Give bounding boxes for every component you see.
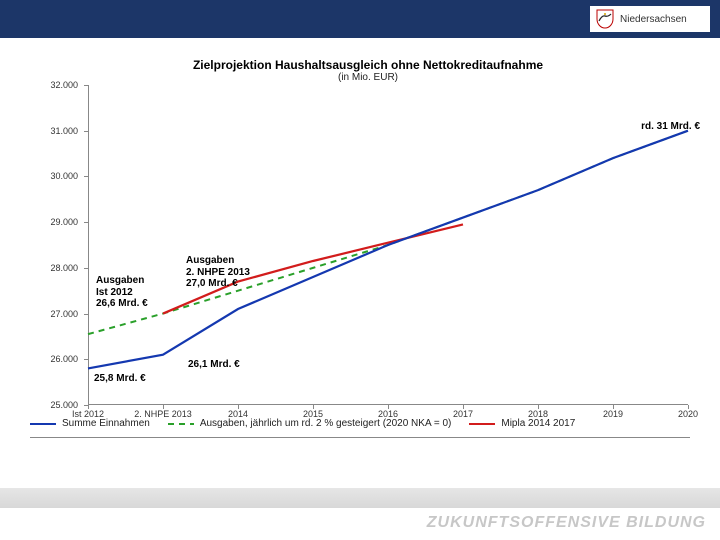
legend-item-mipla: Mipla 2014 2017: [469, 418, 575, 429]
y-tick-label: 31.000: [42, 126, 78, 136]
chart-lines-svg: [88, 85, 688, 405]
legend-label: Ausgaben, jährlich um rd. 2 % gesteigert…: [200, 418, 452, 429]
x-tick: [688, 405, 689, 409]
x-tick: [538, 405, 539, 409]
footer-brandline: ZUKUNFTSOFFENSIVE BILDUNG: [427, 514, 706, 532]
y-tick-label: 30.000: [42, 171, 78, 181]
state-brand: Niedersachsen: [590, 6, 710, 32]
footer: ZUKUNFTSOFFENSIVE BILDUNG: [0, 488, 720, 540]
slide: Niedersachsen Zielprojektion Haushaltsau…: [0, 0, 720, 540]
annot-line: 27,0 Mrd. €: [186, 278, 238, 289]
coat-of-arms-icon: [596, 9, 614, 29]
y-tick: [84, 268, 88, 269]
annot-ausgaben-nhpe: Ausgaben 2. NHPE 2013 27,0 Mrd. €: [186, 255, 250, 290]
annot-line: 2. NHPE 2013: [186, 267, 250, 278]
legend-item-ausgaben2pct: Ausgaben, jährlich um rd. 2 % gesteigert…: [168, 418, 452, 429]
series-line: [88, 131, 688, 334]
x-tick: [313, 405, 314, 409]
annot-line: 26,6 Mrd. €: [96, 298, 148, 309]
legend-swatch: [469, 423, 495, 425]
y-tick: [84, 314, 88, 315]
annot-258: 25,8 Mrd. €: [94, 373, 146, 385]
legend-label: Mipla 2014 2017: [501, 418, 575, 429]
y-tick: [84, 176, 88, 177]
y-tick-label: 27.000: [42, 309, 78, 319]
x-tick: [613, 405, 614, 409]
y-tick-label: 32.000: [42, 80, 78, 90]
annot-261: 26,1 Mrd. €: [188, 359, 240, 371]
y-tick: [84, 359, 88, 360]
state-label: Niedersachsen: [620, 14, 687, 25]
x-tick: [463, 405, 464, 409]
x-tick: [88, 405, 89, 409]
annot-line: Ausgaben: [96, 275, 144, 286]
annot-ausgaben-ist2012: Ausgaben Ist 2012 26,6 Mrd. €: [96, 275, 148, 310]
y-tick: [84, 85, 88, 86]
annot-rd31: rd. 31 Mrd. €: [641, 121, 700, 133]
legend-item-einnahmen: Summe Einnahmen: [30, 418, 150, 429]
legend-swatch: [168, 423, 194, 425]
y-tick: [84, 222, 88, 223]
x-tick: [163, 405, 164, 409]
y-tick-label: 28.000: [42, 263, 78, 273]
legend-label: Summe Einnahmen: [62, 418, 150, 429]
y-tick-label: 29.000: [42, 217, 78, 227]
annot-line: Ist 2012: [96, 287, 133, 298]
y-tick-label: 26.000: [42, 354, 78, 364]
chart-plot: Ausgaben Ist 2012 26,6 Mrd. € Ausgaben 2…: [48, 85, 688, 405]
chart-container: Zielprojektion Haushaltsausgleich ohne N…: [38, 58, 698, 458]
series-line: [88, 131, 688, 369]
x-tick: [388, 405, 389, 409]
x-tick: [238, 405, 239, 409]
chart-legend: Summe Einnahmen Ausgaben, jährlich um rd…: [30, 418, 690, 438]
chart-subtitle: (in Mio. EUR): [38, 72, 698, 83]
y-tick: [84, 131, 88, 132]
annot-line: Ausgaben: [186, 255, 234, 266]
chart-title: Zielprojektion Haushaltsausgleich ohne N…: [38, 58, 698, 72]
legend-swatch: [30, 423, 56, 425]
footer-band: [0, 488, 720, 508]
